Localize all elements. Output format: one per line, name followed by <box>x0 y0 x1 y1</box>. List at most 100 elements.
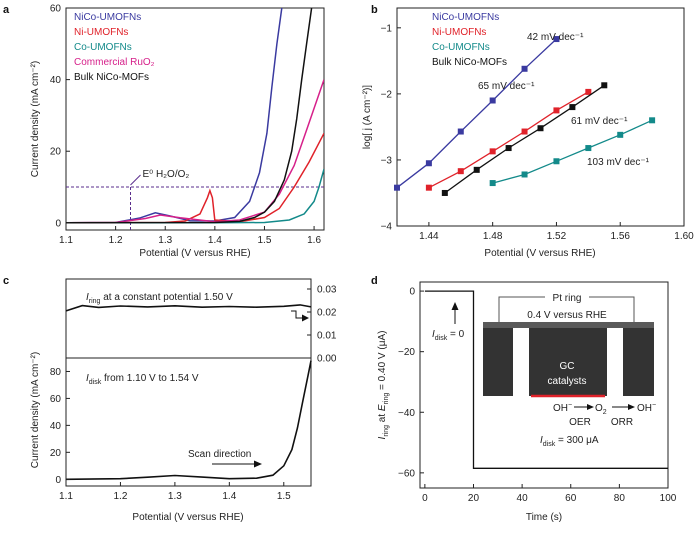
a-series-bulk-nico-mofs <box>66 8 313 224</box>
b-y-tick-label-0: −4 <box>381 222 393 233</box>
d-x-tick-label-0: 0 <box>422 493 428 504</box>
orr-label: ORR <box>611 417 633 428</box>
b-point-ni-umofns-0 <box>425 184 432 191</box>
a-y-tick-label-3: 60 <box>50 4 62 15</box>
b-line-bulk-nico-mofs <box>444 84 605 194</box>
a-series-nico-umofns <box>66 8 283 224</box>
b-point-ni-umofns-2 <box>489 148 496 155</box>
c-y-tick-label-1: 20 <box>50 448 62 459</box>
a-x-tick-label-3: 1.4 <box>208 235 222 246</box>
insulator-left <box>513 328 529 396</box>
c-right-y-tick-label-1: 0.01 <box>317 331 337 342</box>
b-x-tick-label-0: 1.44 <box>419 231 439 242</box>
a-eo-pointer <box>130 174 141 186</box>
c-scan-arrow <box>212 460 262 468</box>
a-x-axis-label: Potential (V versus RHE) <box>139 248 250 259</box>
b-legend: NiCo-UMOFNs Ni-UMOFNs Co-UMOFNs Bulk NiC… <box>432 12 507 68</box>
gc-label: GC <box>560 361 575 372</box>
b-point-bulk-nico-mofs-1 <box>473 166 480 173</box>
b-point-co-umofns-5 <box>649 117 656 124</box>
b-legend-co-umofns: Co-UMOFNs <box>432 42 490 53</box>
d-x-axis-label: Time (s) <box>526 512 562 523</box>
insulator-right <box>607 328 623 396</box>
d-x-tick-label-3: 60 <box>565 493 577 504</box>
a-y-tick-label-0: 0 <box>55 218 61 229</box>
orr-arrow-head <box>628 404 635 410</box>
b-series-group <box>394 36 656 196</box>
reaction-o2: O2 <box>595 403 607 416</box>
d-y-tick-label-1: −20 <box>398 347 415 358</box>
oer-label: OER <box>569 417 591 428</box>
b-point-bulk-nico-mofs-5 <box>601 82 608 89</box>
d-y-tick-label-2: −40 <box>398 408 415 419</box>
panel-c: c 1.1 1.2 1.3 1.4 1.5 0 20 40 60 80 0.00 0.01 0.02 0.… <box>3 275 337 523</box>
b-point-nico-umofns-1 <box>425 160 432 167</box>
b-y-tick-label-2: −2 <box>381 89 393 100</box>
plot-frame-d <box>419 281 669 489</box>
b-line-ni-umofns <box>428 91 589 189</box>
b-x-tick-label-2: 1.52 <box>547 231 567 242</box>
b-point-ni-umofns-3 <box>521 128 528 135</box>
b-slope-co: 103 mV dec⁻¹ <box>587 157 650 168</box>
b-point-nico-umofns-4 <box>521 65 528 72</box>
c-x-tick-label-4: 1.5 <box>277 491 291 502</box>
b-point-bulk-nico-mofs-3 <box>537 125 544 132</box>
panel-d: d 0 20 40 60 80 100 0 −20 −40 −60 Idisk = 0 Idisk… <box>371 275 677 523</box>
c-right-y-tick-label-2: 0.02 <box>317 308 337 319</box>
panel-label-b: b <box>371 4 378 16</box>
c-right-axis-arrow <box>291 310 309 322</box>
c-right-y-tick-label-3: 0.03 <box>317 285 337 296</box>
a-x-tick-label-1: 1.2 <box>109 235 123 246</box>
ring-potential-label: 0.4 V versus RHE <box>527 310 607 321</box>
d-y-tick-label-0: 0 <box>409 287 415 298</box>
b-line-nico-umofns <box>396 38 557 189</box>
c-y-tick-label-2: 40 <box>50 421 62 432</box>
pt-ring-label-bg <box>545 290 589 304</box>
plot-frame-a <box>65 7 325 231</box>
b-legend-nico-umofns: NiCo-UMOFNs <box>432 12 499 23</box>
b-point-nico-umofns-2 <box>457 128 464 135</box>
b-y-tick-label-3: −1 <box>381 23 393 34</box>
b-point-co-umofns-1 <box>521 171 528 178</box>
reaction-oh-2: OH− <box>637 402 656 414</box>
a-ticks: 1.1 1.2 1.3 1.4 1.5 1.6 0 20 40 60 <box>50 4 322 247</box>
a-legend-ruo2: Commercial RuO₂ <box>74 57 155 68</box>
a-y-tick-label-2: 40 <box>50 75 62 86</box>
c-x-axis-label: Potential (V versus RHE) <box>132 512 243 523</box>
a-x-tick-label-4: 1.5 <box>258 235 272 246</box>
a-x-tick-label-0: 1.1 <box>59 235 73 246</box>
a-legend-ni-umofns: Ni-UMOFNs <box>74 27 128 38</box>
c-x-tick-label-1: 1.2 <box>113 491 127 502</box>
d-x-tick-label-1: 20 <box>468 493 480 504</box>
b-y-tick-label-1: −3 <box>381 155 393 166</box>
plot-frame-c <box>65 278 312 487</box>
electrode-top-edge <box>483 322 654 328</box>
reaction-oh-1: OH− <box>553 402 572 414</box>
b-point-bulk-nico-mofs-0 <box>441 189 448 196</box>
c-ticks: 1.1 1.2 1.3 1.4 1.5 0 20 40 60 80 0.00 0.01 0.02 0.03 <box>50 285 337 503</box>
b-point-nico-umofns-0 <box>394 184 400 191</box>
a-legend-co-umofns: Co-UMOFNs <box>74 42 132 53</box>
c-x-tick-label-2: 1.3 <box>168 491 182 502</box>
a-legend-bulk: Bulk NiCo-MOFs <box>74 72 149 83</box>
a-annotation-eo: E⁰ H₂O/O₂ <box>143 169 190 180</box>
b-point-bulk-nico-mofs-2 <box>505 145 512 152</box>
d-disk-300: Idisk = 300 μA <box>540 435 599 448</box>
c-series-i-ring <box>65 304 312 312</box>
b-x-tick-label-1: 1.48 <box>483 231 503 242</box>
c-y-tick-label-0: 0 <box>55 475 61 486</box>
d-up-arrow <box>451 302 459 324</box>
a-x-tick-label-2: 1.3 <box>158 235 172 246</box>
a-legend: NiCo-UMOFNs Ni-UMOFNs Co-UMOFNs Commerci… <box>74 12 155 83</box>
b-x-tick-label-4: 1.60 <box>674 231 694 242</box>
electrode-body <box>483 322 654 396</box>
d-ticks: 0 20 40 60 80 100 0 −20 −40 −60 <box>398 287 677 504</box>
panel-a: a 1.1 1.2 1.3 1.4 1.5 1.6 0 20 40 60 E⁰ H₂O/O₂ Ni… <box>3 4 325 259</box>
d-y-axis-label: Iring at Ering = 0.40 V (μA) <box>377 331 390 440</box>
c-right-y-tick-label-0: 0.00 <box>317 354 337 365</box>
a-x-tick-label-5: 1.6 <box>307 235 321 246</box>
c-series-group <box>65 304 312 481</box>
b-point-ni-umofns-5 <box>585 88 592 95</box>
b-point-bulk-nico-mofs-4 <box>569 104 576 111</box>
